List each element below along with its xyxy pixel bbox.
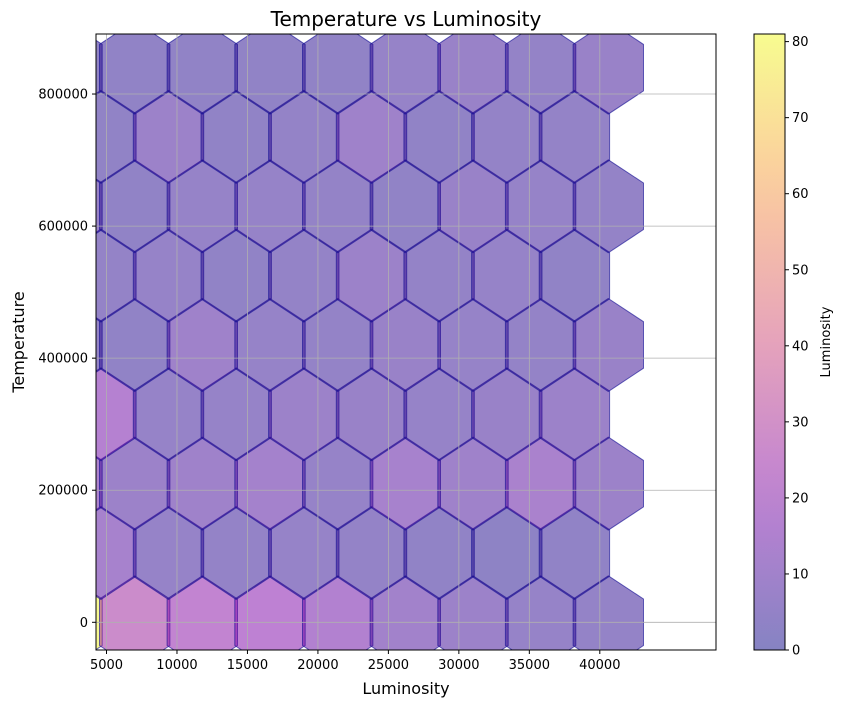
y-tick-label: 200000 (38, 484, 88, 499)
colorbar-tick-label: 50 (792, 263, 809, 278)
colorbar-tick-label: 60 (792, 187, 809, 202)
colorbar-tick-label: 80 (792, 35, 809, 50)
grid-layer (96, 34, 716, 650)
colorbar-tick-label: 20 (792, 491, 809, 506)
y-tick-label: 800000 (38, 88, 88, 103)
hex-layer (96, 34, 644, 650)
y-axis-label: Temperature (9, 291, 28, 393)
colorbar-label: Luminosity (819, 306, 834, 377)
x-axis-label: Luminosity (362, 679, 449, 698)
hex-bin (96, 594, 103, 650)
chart-title: Temperature vs Luminosity (270, 7, 542, 31)
colorbar-tick-label: 70 (792, 111, 809, 126)
y-tick-label: 600000 (38, 220, 88, 235)
colorbar-tick-label: 0 (792, 644, 800, 659)
x-tick-label: 5000 (90, 658, 123, 673)
y-axis: 0 200000 400000 600000 800000 (38, 88, 96, 631)
colorbar: 0 10 20 30 40 50 60 70 80 (753, 33, 809, 659)
hex-bin (96, 317, 103, 373)
colorbar-tick-label: 40 (792, 339, 809, 354)
colorbar-gradient (753, 33, 786, 651)
x-tick-label: 25000 (368, 658, 409, 673)
x-axis: 5000 10000 15000 20000 25000 30000 35000 40000 (90, 650, 620, 673)
y-tick-label: 0 (80, 616, 88, 631)
hex-bin (96, 178, 103, 235)
x-tick-label: 15000 (227, 658, 268, 673)
x-tick-label: 30000 (438, 658, 479, 673)
x-tick-label: 35000 (509, 658, 550, 673)
x-tick-label: 40000 (579, 658, 620, 673)
x-tick-label: 10000 (156, 658, 197, 673)
colorbar-tick-label: 30 (792, 415, 809, 430)
x-tick-label: 20000 (297, 658, 338, 673)
y-tick-label: 400000 (38, 352, 88, 367)
colorbar-tick-label: 10 (792, 567, 809, 582)
plot-frame (95, 33, 717, 651)
